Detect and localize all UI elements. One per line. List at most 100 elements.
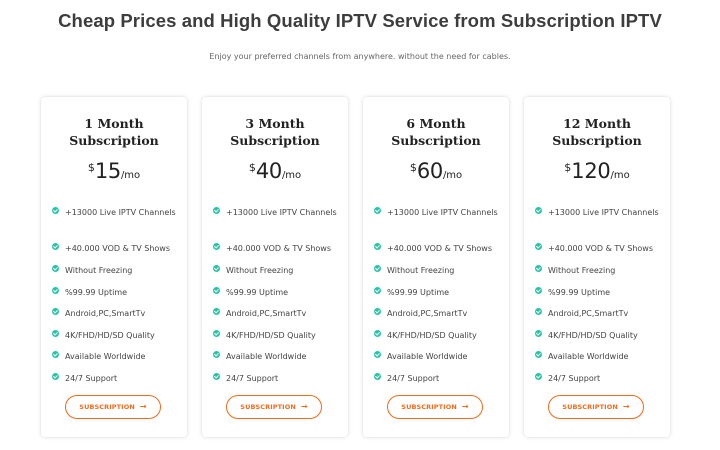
check-circle-icon	[374, 265, 381, 272]
check-circle-icon	[213, 351, 220, 358]
feature-label: +13000 Live IPTV Channels	[226, 208, 337, 217]
check-circle-icon	[374, 207, 381, 214]
feature-label: +13000 Live IPTV Channels	[65, 208, 176, 217]
check-circle-icon	[52, 265, 59, 272]
check-circle-icon	[52, 287, 59, 294]
arrow-right-icon: →	[622, 402, 630, 411]
feature-label: Without Freezing	[226, 266, 294, 275]
plan-name: 3 Month Subscription	[202, 115, 348, 149]
subscription-button-label: SUBSCRIPTION	[562, 403, 618, 411]
plan-name-line1: 12 Month	[563, 116, 631, 131]
feature-label: Without Freezing	[387, 266, 455, 275]
pricing-card-6-month: 6 Month Subscription $60/mo +13000 Live …	[363, 97, 509, 437]
plan-name: 6 Month Subscription	[363, 115, 509, 149]
check-circle-icon	[52, 207, 59, 214]
subscription-button-label: SUBSCRIPTION	[401, 403, 457, 411]
arrow-right-icon: →	[300, 402, 308, 411]
feature-label: +40.000 VOD & TV Shows	[548, 244, 654, 253]
plan-price: $15/mo	[41, 159, 187, 183]
feature-label: +40.000 VOD & TV Shows	[65, 244, 171, 253]
plan-name: 1 Month Subscription	[41, 115, 187, 149]
feature-label: Available Worldwide	[226, 352, 307, 361]
price-amount: 120	[571, 159, 611, 183]
subscription-button[interactable]: SUBSCRIPTION →	[226, 395, 322, 419]
feature-label: Android,PC,SmartTv	[65, 309, 146, 318]
feature-label: Android,PC,SmartTv	[548, 309, 629, 318]
feature-label: %99.99 Uptime	[548, 288, 611, 297]
feature-label: Available Worldwide	[387, 352, 468, 361]
feature-label: %99.99 Uptime	[226, 288, 289, 297]
plan-price: $60/mo	[363, 159, 509, 183]
plan-name-line2: Subscription	[230, 133, 320, 148]
pricing-card-12-month: 12 Month Subscription $120/mo +13000 Liv…	[524, 97, 670, 437]
check-circle-icon	[535, 373, 542, 380]
price-amount: 40	[255, 159, 282, 183]
check-circle-icon	[535, 243, 542, 250]
plan-name-line1: 3 Month	[245, 116, 305, 131]
pricing-card-1-month: 1 Month Subscription $15/mo +13000 Live …	[41, 97, 187, 437]
price-currency: $	[248, 161, 256, 174]
check-circle-icon	[52, 330, 59, 337]
check-circle-icon	[374, 287, 381, 294]
feature-label: Android,PC,SmartTv	[226, 309, 307, 318]
feature-label: +13000 Live IPTV Channels	[387, 208, 498, 217]
feature-label: %99.99 Uptime	[65, 288, 128, 297]
subscription-button[interactable]: SUBSCRIPTION →	[548, 395, 644, 419]
check-circle-icon	[374, 351, 381, 358]
subscription-button[interactable]: SUBSCRIPTION →	[65, 395, 161, 419]
page-title: Cheap Prices and High Quality IPTV Servi…	[58, 10, 662, 31]
check-circle-icon	[213, 308, 220, 315]
check-circle-icon	[535, 351, 542, 358]
feature-label: 4K/FHD/HD/SD Quality	[65, 331, 155, 340]
feature-label: 24/7 Support	[387, 374, 440, 383]
check-circle-icon	[535, 308, 542, 315]
check-circle-icon	[535, 207, 542, 214]
check-circle-icon	[52, 351, 59, 358]
feature-label: +40.000 VOD & TV Shows	[226, 244, 332, 253]
check-circle-icon	[374, 308, 381, 315]
arrow-right-icon: →	[461, 402, 469, 411]
price-period: /mo	[120, 170, 141, 181]
check-circle-icon	[213, 373, 220, 380]
pricing-cards: 1 Month Subscription $15/mo +13000 Live …	[41, 97, 681, 438]
feature-label: 4K/FHD/HD/SD Quality	[387, 331, 477, 340]
feature-label: Available Worldwide	[65, 352, 146, 361]
plan-name-line2: Subscription	[391, 133, 481, 148]
feature-label: 24/7 Support	[226, 374, 279, 383]
feature-label: 4K/FHD/HD/SD Quality	[226, 331, 316, 340]
price-currency: $	[564, 161, 572, 174]
check-circle-icon	[213, 243, 220, 250]
feature-label: 4K/FHD/HD/SD Quality	[548, 331, 638, 340]
price-currency: $	[409, 161, 417, 174]
check-circle-icon	[374, 243, 381, 250]
plan-name-line2: Subscription	[552, 133, 642, 148]
check-circle-icon	[213, 330, 220, 337]
arrow-right-icon: →	[139, 402, 147, 411]
price-period: /mo	[442, 170, 463, 181]
check-circle-icon	[52, 243, 59, 250]
check-circle-icon	[374, 373, 381, 380]
feature-label: 24/7 Support	[65, 374, 118, 383]
subscription-button[interactable]: SUBSCRIPTION →	[387, 395, 483, 419]
plan-name: 12 Month Subscription	[524, 115, 670, 149]
plan-name-line1: 1 Month	[84, 116, 144, 131]
feature-label: Available Worldwide	[548, 352, 629, 361]
plan-price: $120/mo	[524, 159, 670, 183]
check-circle-icon	[213, 207, 220, 214]
feature-label: %99.99 Uptime	[387, 288, 450, 297]
feature-label: Without Freezing	[65, 266, 133, 275]
check-circle-icon	[213, 265, 220, 272]
feature-label: 24/7 Support	[548, 374, 601, 383]
plan-name-line2: Subscription	[69, 133, 159, 148]
price-amount: 60	[416, 159, 443, 183]
check-circle-icon	[213, 287, 220, 294]
check-circle-icon	[535, 330, 542, 337]
check-circle-icon	[52, 373, 59, 380]
feature-label: Without Freezing	[548, 266, 616, 275]
page-subtitle: Enjoy your preferred channels from anywh…	[209, 52, 511, 61]
price-currency: $	[87, 161, 95, 174]
plan-name-line1: 6 Month	[406, 116, 466, 131]
feature-label: Android,PC,SmartTv	[387, 309, 468, 318]
check-circle-icon	[374, 330, 381, 337]
subscription-button-label: SUBSCRIPTION	[240, 403, 296, 411]
